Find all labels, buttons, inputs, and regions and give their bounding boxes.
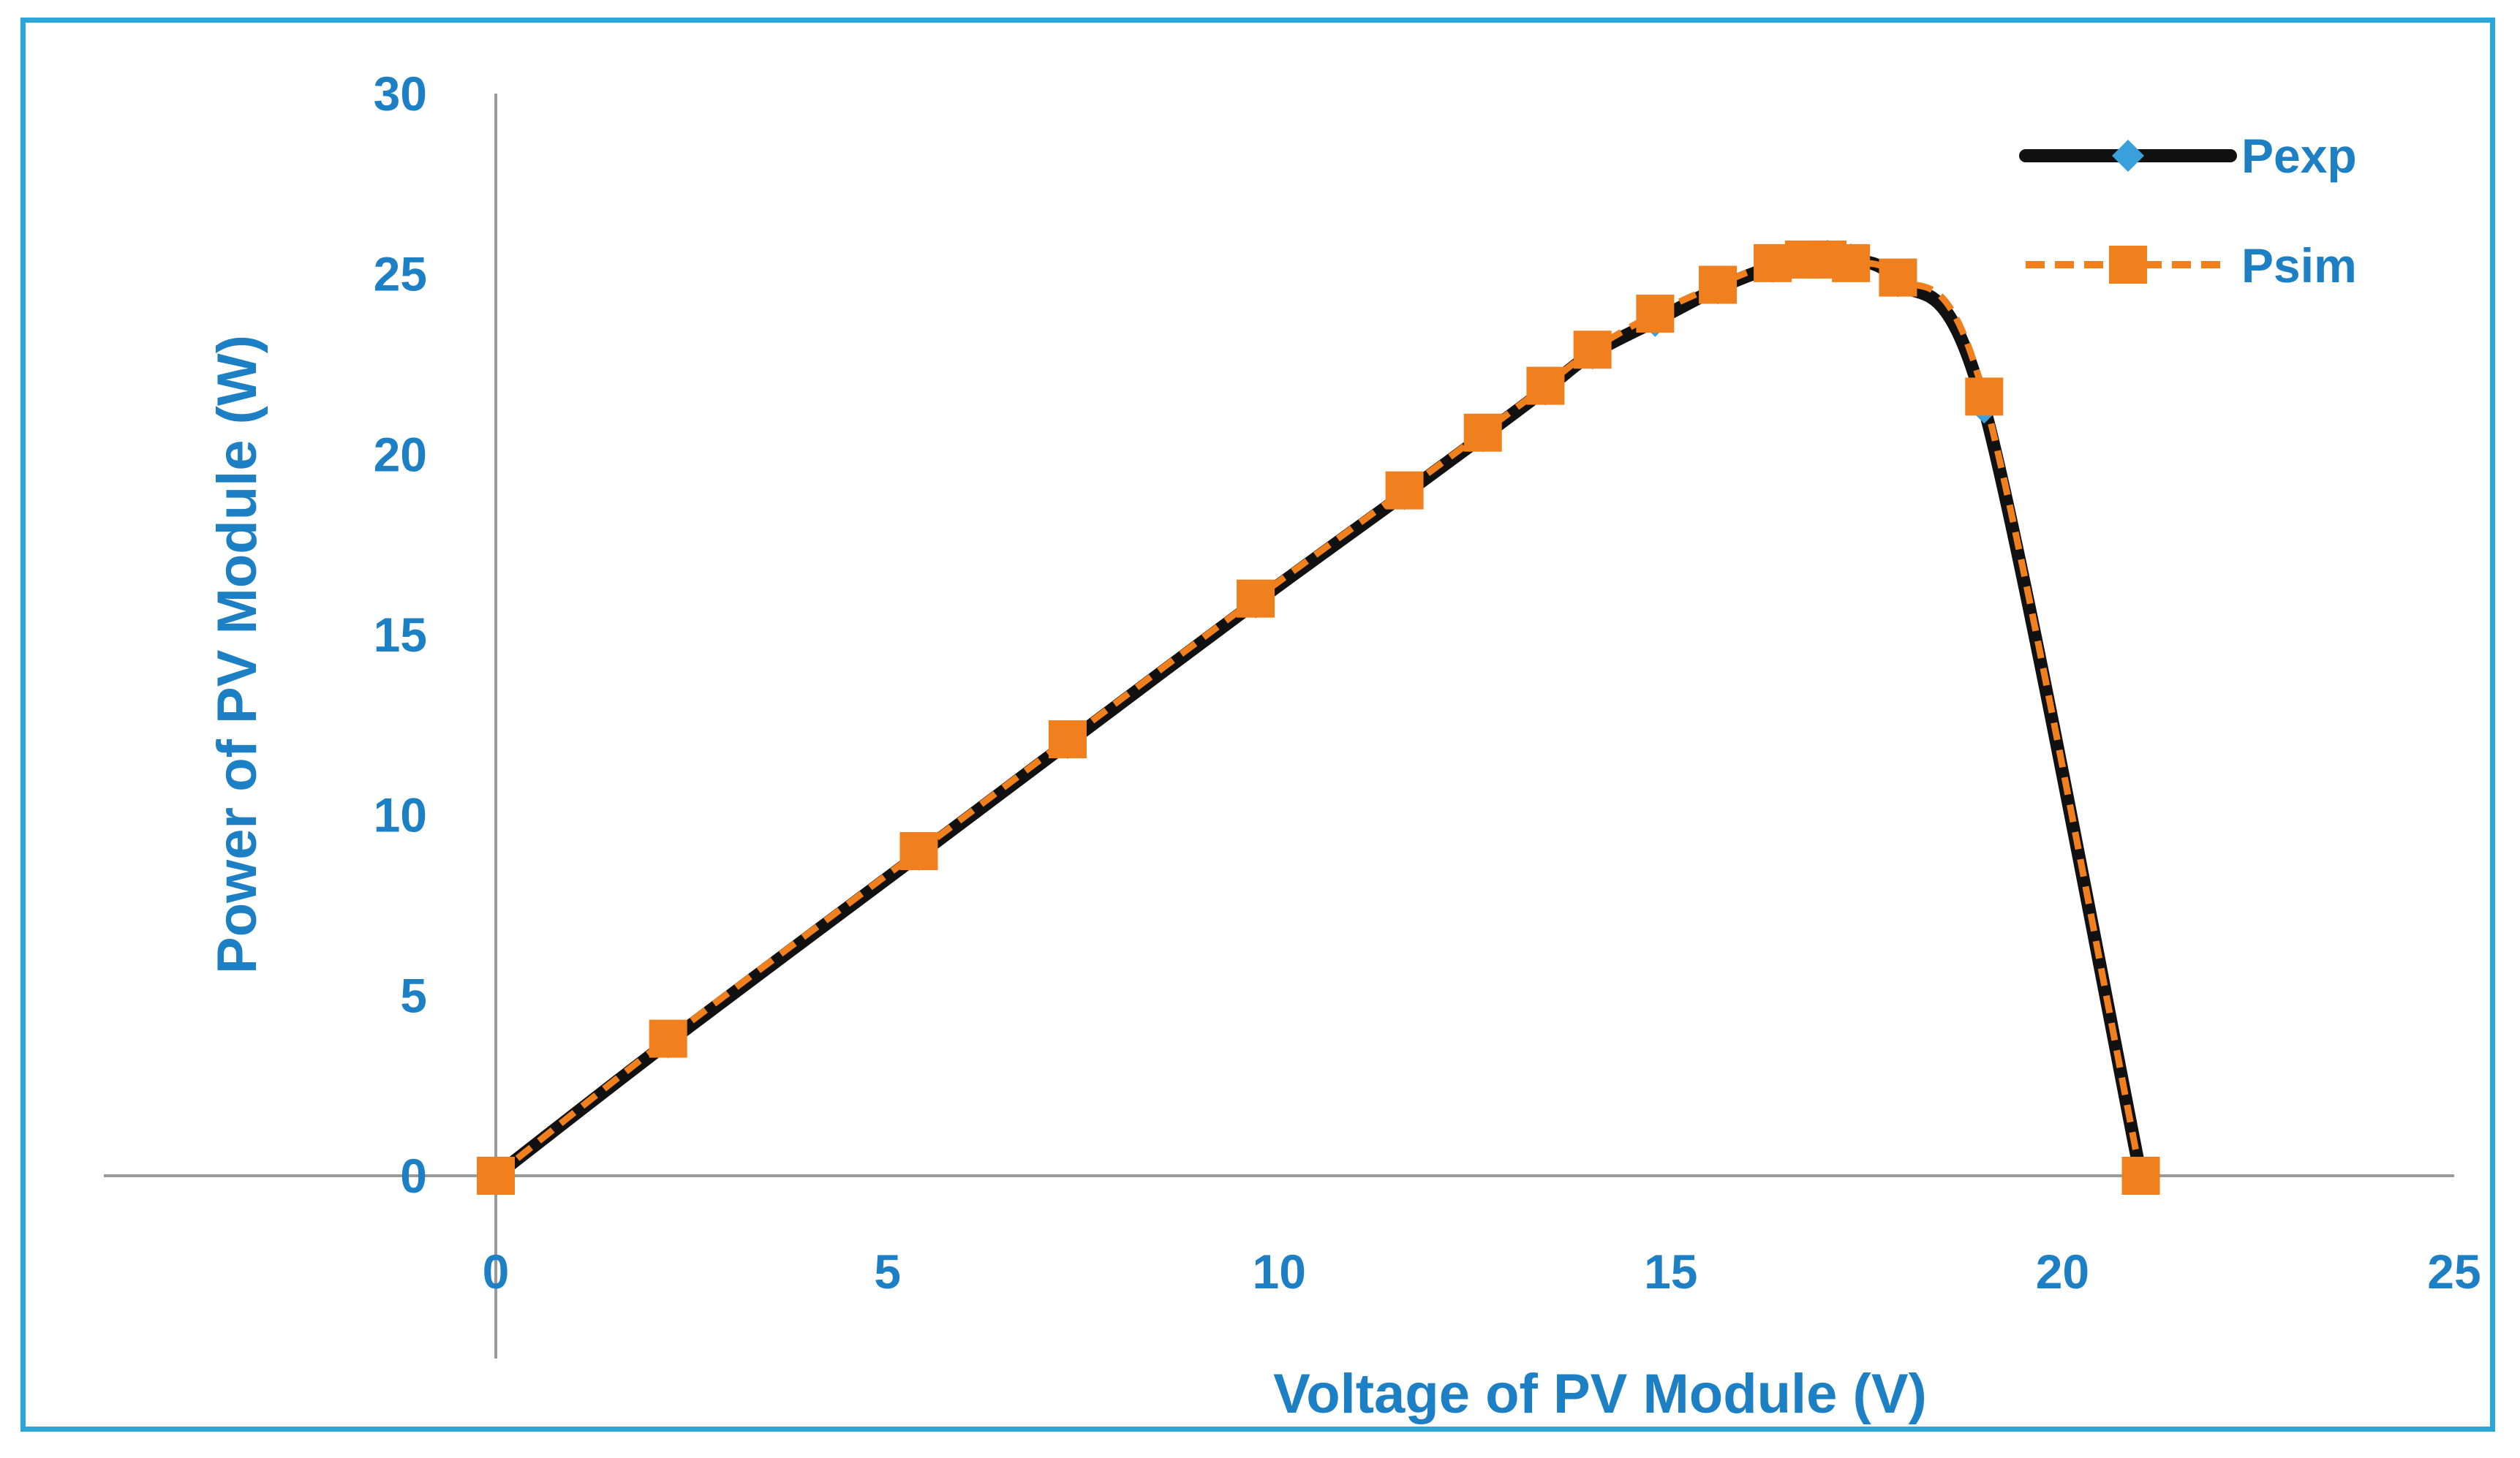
data-point-psim — [649, 1019, 687, 1058]
y-tick-label: 15 — [374, 608, 427, 662]
y-tick-label: 0 — [400, 1149, 427, 1203]
legend: Pexp Psim — [2019, 129, 2357, 292]
y-tick-label: 20 — [374, 427, 427, 481]
legend-label-psim: Psim — [2241, 238, 2357, 292]
data-point-psim — [1463, 413, 1502, 452]
data-point-psim — [1237, 579, 1275, 618]
data-point-psim — [1699, 265, 1738, 304]
data-point-psim — [1385, 471, 1424, 510]
axes — [104, 94, 2454, 1359]
legend-marker-psim — [2109, 246, 2147, 284]
x-tick-label: 5 — [874, 1244, 901, 1299]
data-point-psim — [1636, 294, 1675, 333]
data-point-psim — [1832, 243, 1871, 282]
series-line-pexp — [489, 249, 2148, 1182]
y-tick-label: 25 — [374, 247, 427, 301]
data-point-psim — [1048, 720, 1087, 759]
y-tick-label: 10 — [374, 788, 427, 842]
series-line-psim — [494, 255, 2144, 1179]
series-layer — [477, 240, 2160, 1195]
data-point-psim — [899, 832, 938, 870]
y-axis-title: Power of PV Module (W) — [206, 335, 268, 974]
x-axis-title: Voltage of PV Module (V) — [1273, 1363, 1927, 1425]
data-point-psim — [1965, 377, 2004, 416]
x-tick-label: 15 — [1644, 1244, 1697, 1299]
data-point-psim — [1879, 258, 1917, 297]
data-point-psim — [477, 1157, 515, 1195]
data-point-psim — [1526, 366, 1565, 405]
x-tick-label: 0 — [483, 1244, 510, 1299]
series-psim — [477, 240, 2160, 1195]
series-pexp — [480, 240, 2157, 1192]
x-tick-label: 10 — [1252, 1244, 1305, 1299]
tick-labels: 0 5 10 15 20 25 0 5 10 15 20 25 30 — [374, 67, 2481, 1299]
data-point-psim — [2121, 1157, 2160, 1195]
x-tick-label: 20 — [2036, 1244, 2089, 1299]
y-tick-label: 30 — [374, 67, 427, 121]
legend-marker-pexp — [2112, 140, 2144, 172]
chart-frame — [20, 18, 2495, 1432]
x-tick-label: 25 — [2427, 1244, 2481, 1299]
y-tick-label: 5 — [400, 968, 427, 1022]
legend-label-pexp: Pexp — [2241, 129, 2357, 183]
data-point-psim — [1573, 330, 1612, 369]
